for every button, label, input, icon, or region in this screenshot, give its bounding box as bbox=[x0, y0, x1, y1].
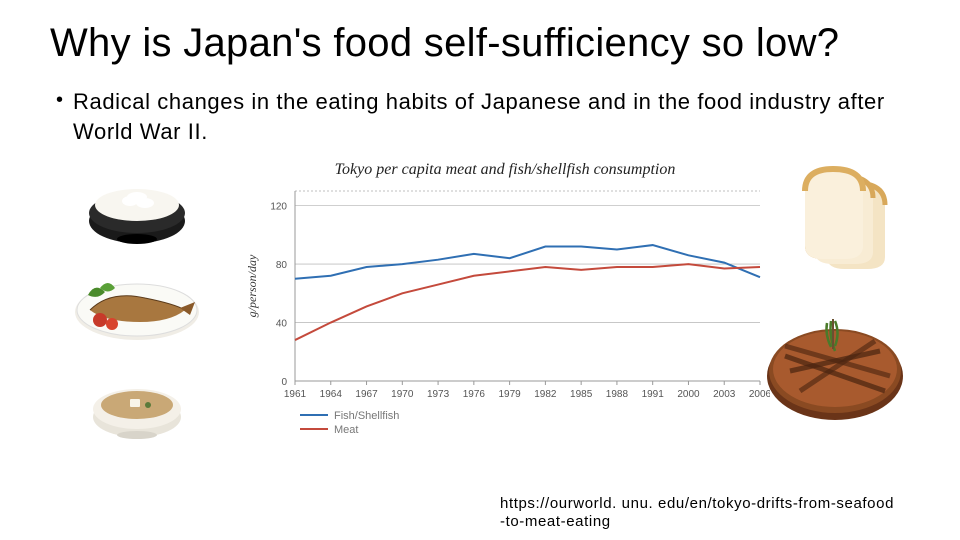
bullet-dot: • bbox=[56, 87, 63, 114]
svg-text:1973: 1973 bbox=[427, 389, 450, 400]
slide: Why is Japan's food self-sufficiency so … bbox=[0, 0, 960, 540]
svg-text:1970: 1970 bbox=[391, 389, 414, 400]
line-chart: 0 40 80 120 1961 1964 1967 1970 1973 1976 1979 1982… bbox=[240, 183, 770, 443]
content-area: Tokyo per capita meat and fish/shellfish… bbox=[50, 161, 920, 491]
rice-bowl-image bbox=[70, 161, 205, 246]
chart-title: Tokyo per capita meat and fish/shellfish… bbox=[240, 161, 770, 179]
svg-text:g/person/day: g/person/day bbox=[245, 254, 259, 317]
svg-text:1991: 1991 bbox=[642, 389, 665, 400]
bread-image bbox=[755, 151, 915, 281]
slide-title: Why is Japan's food self-sufficiency so … bbox=[50, 22, 920, 65]
source-link: https://ourworld. unu. edu/en/tokyo-drif… bbox=[500, 495, 950, 533]
source-line-1: https://ourworld. unu. edu/en/tokyo-drif… bbox=[500, 495, 894, 512]
svg-text:80: 80 bbox=[276, 260, 288, 271]
source-line-2: -to-meat-eating bbox=[500, 513, 611, 530]
bullet-item: • Radical changes in the eating habits o… bbox=[56, 87, 920, 146]
chart-container: Tokyo per capita meat and fish/shellfish… bbox=[240, 161, 770, 443]
svg-text:1979: 1979 bbox=[498, 389, 521, 400]
svg-text:40: 40 bbox=[276, 318, 288, 329]
bullet-text: Radical changes in the eating habits of … bbox=[73, 87, 920, 146]
steak-image bbox=[755, 301, 915, 431]
svg-text:Meat: Meat bbox=[334, 424, 358, 436]
svg-text:2000: 2000 bbox=[677, 389, 700, 400]
svg-text:1961: 1961 bbox=[284, 389, 307, 400]
svg-text:1976: 1976 bbox=[463, 389, 486, 400]
svg-text:1967: 1967 bbox=[355, 389, 378, 400]
svg-text:2003: 2003 bbox=[713, 389, 736, 400]
svg-text:120: 120 bbox=[270, 201, 287, 212]
svg-text:1988: 1988 bbox=[606, 389, 629, 400]
miso-soup-image bbox=[70, 359, 205, 444]
svg-text:1985: 1985 bbox=[570, 389, 593, 400]
svg-text:0: 0 bbox=[281, 377, 287, 388]
svg-text:1982: 1982 bbox=[534, 389, 557, 400]
grilled-fish-image bbox=[70, 260, 205, 345]
svg-text:1964: 1964 bbox=[320, 389, 343, 400]
svg-text:Fish/Shellfish: Fish/Shellfish bbox=[334, 410, 399, 422]
left-food-column bbox=[70, 161, 220, 458]
right-food-column bbox=[755, 151, 925, 451]
